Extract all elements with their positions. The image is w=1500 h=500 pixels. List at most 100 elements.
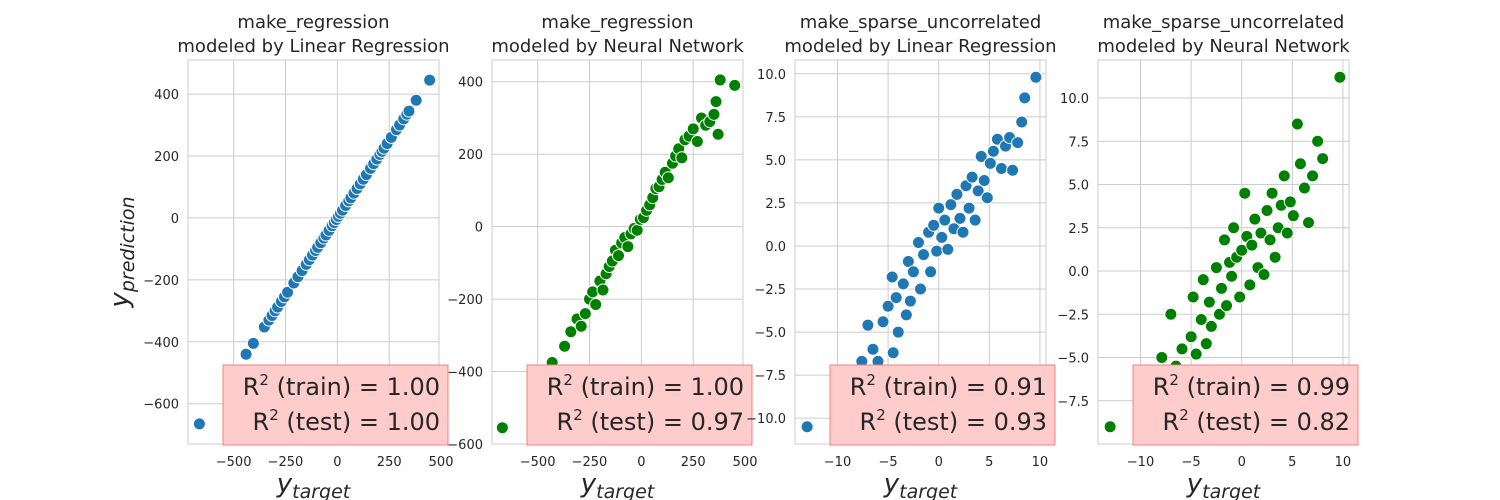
y-tick-label: 200	[154, 150, 179, 165]
data-point	[1306, 169, 1320, 183]
data-point	[866, 342, 880, 356]
gridlines	[188, 60, 439, 444]
x-tick-label: 500	[429, 455, 454, 470]
data-point	[707, 107, 721, 121]
data-point	[1209, 261, 1223, 275]
data-point	[1029, 70, 1043, 84]
data-point	[1265, 186, 1279, 200]
data-point	[1263, 233, 1277, 247]
data-point	[558, 339, 572, 353]
data-point	[977, 174, 991, 188]
data-point	[495, 421, 509, 435]
data-point	[885, 270, 899, 284]
r2-train-text: R2 (train) = 1.00	[243, 371, 440, 401]
data-point	[686, 122, 700, 136]
data-point	[1235, 243, 1249, 257]
y-tick-label: −5.0	[1057, 352, 1089, 367]
data-point	[564, 325, 578, 339]
r2-test-text: R2 (test) = 1.00	[253, 406, 440, 436]
data-point	[192, 417, 206, 431]
r2-box-background	[526, 364, 753, 446]
y-tick-label: 0.0	[765, 240, 786, 255]
data-point	[728, 78, 742, 92]
panel-title-line2: modeled by Linear Regression	[784, 36, 1056, 57]
data-point	[1220, 299, 1234, 313]
data-point	[1290, 117, 1304, 131]
y-tick-label: −400	[143, 336, 179, 351]
x-tick-label: −5	[879, 455, 898, 470]
y-tick-label: −200	[143, 274, 179, 289]
x-tick-label: 10	[1032, 455, 1049, 470]
x-tick-label: −250	[268, 455, 304, 470]
data-point	[1238, 186, 1252, 200]
data-point	[661, 171, 675, 185]
x-tick-label: 5	[985, 455, 993, 470]
y-tick-label: −10.0	[746, 412, 786, 427]
x-tick-label: 0	[333, 455, 341, 470]
y-tick-label: 0	[171, 212, 179, 227]
data-point	[621, 240, 635, 254]
data-point	[1184, 330, 1198, 344]
data-point	[1186, 290, 1200, 304]
data-point	[239, 347, 253, 361]
x-tick-label: 250	[377, 455, 402, 470]
data-point	[938, 213, 952, 227]
x-tick-label: 10	[1335, 455, 1352, 470]
x-tick-label: 0	[1238, 455, 1246, 470]
panel-2: −500 −250 0 250 500 −600 −400 −200 0 200 400 make_r…	[447, 12, 757, 500]
data-point	[589, 298, 603, 312]
y-tick-label: 200	[458, 148, 483, 163]
data-point	[1006, 163, 1020, 177]
panel-4: −10 −5 0 5 10 −7.5 −5.0 −2.5 0.0 2.5 5.0 7.5 10.0 mak…	[1057, 12, 1359, 500]
r2-train-text: R2 (train) = 1.00	[547, 371, 744, 401]
r2-train-text: R2 (train) = 0.91	[850, 371, 1047, 401]
data-point	[1196, 273, 1210, 287]
svg-text:yprediction: yprediction	[105, 196, 139, 308]
data-point	[1245, 238, 1259, 252]
y-tick-label: 2.5	[765, 197, 786, 212]
data-point	[1268, 250, 1282, 264]
data-point	[1212, 307, 1226, 321]
data-point	[423, 73, 437, 87]
data-point	[983, 156, 997, 170]
y-tick-label: −2.5	[754, 283, 786, 298]
data-point	[1316, 152, 1330, 166]
y-tick-label: 7.5	[765, 111, 786, 126]
scatter-points	[800, 70, 1043, 434]
data-point	[1103, 420, 1117, 434]
x-tick-label: 0	[637, 455, 645, 470]
data-point	[1227, 221, 1241, 235]
data-point	[612, 249, 626, 263]
data-point	[1018, 91, 1032, 105]
y-tick-label: −600	[143, 398, 179, 413]
data-point	[944, 198, 958, 212]
data-point	[1283, 195, 1297, 209]
x-axis-label: ytarget	[1186, 469, 1262, 500]
data-point	[1233, 290, 1247, 304]
data-point	[596, 283, 610, 297]
y-tick-label: −400	[447, 366, 483, 381]
data-point	[1194, 312, 1208, 326]
y-tick-label: −5.0	[754, 326, 786, 341]
x-tick-label: −10	[1127, 455, 1154, 470]
data-point	[986, 144, 1000, 158]
data-point	[281, 285, 295, 299]
data-point	[956, 225, 970, 239]
data-point	[409, 93, 423, 107]
data-point	[861, 318, 875, 332]
data-point	[1202, 295, 1216, 309]
x-axis-label: ytarget	[883, 469, 959, 500]
ylabel-sub: prediction	[117, 196, 139, 293]
data-point	[953, 211, 967, 225]
data-point	[930, 244, 944, 258]
data-point	[950, 187, 964, 201]
data-point	[911, 236, 925, 250]
r2-box-background	[829, 364, 1056, 446]
x-tick-label: −250	[572, 455, 608, 470]
y-tick-label: 400	[154, 88, 179, 103]
data-point	[994, 161, 1008, 175]
ylabel-main: y	[105, 292, 135, 309]
panels-container: −500 −250 0 250 500−600−400−2000200400make_r…	[143, 12, 1359, 500]
data-point	[899, 308, 913, 322]
data-point	[711, 127, 725, 141]
